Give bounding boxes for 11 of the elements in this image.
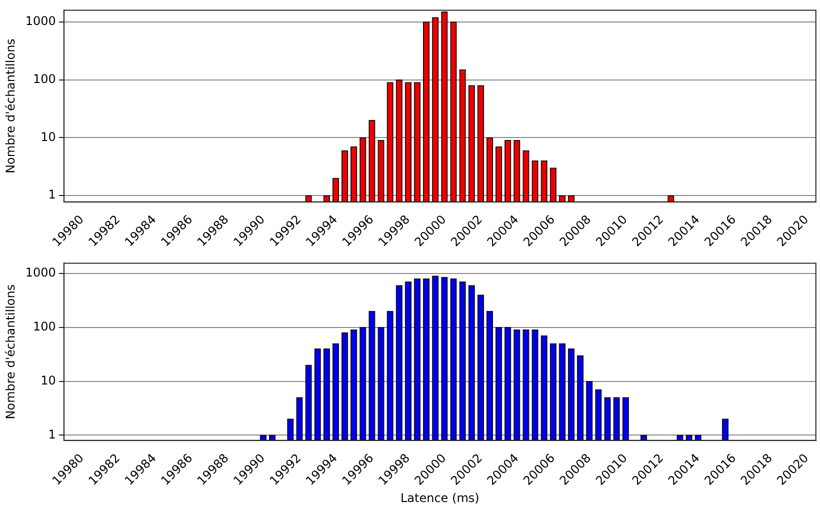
- y-axis-title: Nombre d'échantillons: [3, 284, 18, 420]
- y-tick-label: 10: [40, 130, 56, 144]
- y-tick-label: 1: [48, 427, 56, 442]
- x-axis-title: Latence (ms): [400, 490, 480, 505]
- y-tick-label: 1000: [25, 266, 56, 280]
- y-tick-label: 1: [48, 188, 56, 202]
- y-tick-label: 1000: [25, 14, 56, 28]
- y-tick-label: 100: [33, 320, 56, 334]
- y-axis-title: Nombre d'échantillons: [3, 38, 18, 174]
- y-tick-label: 10: [40, 373, 56, 388]
- y-tick-label: 100: [33, 72, 56, 86]
